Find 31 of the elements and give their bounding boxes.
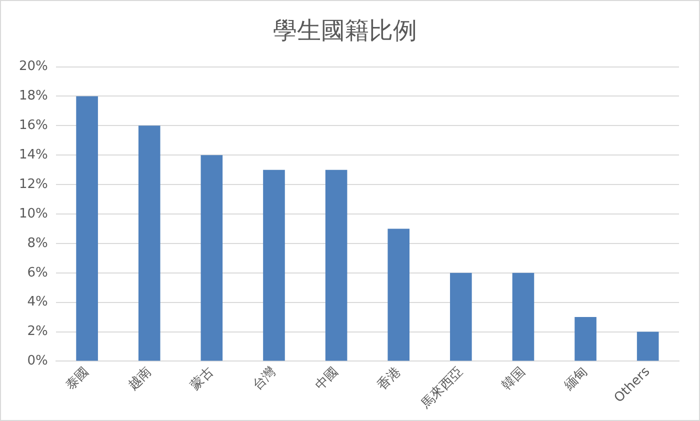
chart-title: 學生國籍比例: [273, 16, 417, 45]
bar: [325, 170, 348, 361]
x-tick-label: 中國: [312, 364, 342, 394]
y-tick-label: 10%: [18, 206, 48, 222]
bar: [200, 155, 223, 361]
x-tick-label: 蒙古: [188, 364, 217, 394]
bar: [450, 272, 472, 361]
y-tick-label: 4%: [27, 294, 48, 310]
x-tick-label: 台灣: [250, 364, 280, 394]
bar: [574, 317, 596, 361]
x-tick-label: 香港: [374, 364, 404, 394]
bar: [388, 228, 410, 361]
y-tick-label: 0%: [27, 354, 48, 369]
x-tick-label: 緬甸: [561, 364, 591, 394]
bar: [636, 332, 659, 361]
y-tick-label: 14%: [18, 147, 48, 162]
y-tick-label: 8%: [27, 236, 48, 251]
bar: [76, 96, 98, 361]
y-tick-label: 2%: [27, 324, 48, 340]
bar: [512, 272, 534, 361]
x-tick-label: 泰國: [63, 364, 92, 394]
x-tick-label: 韓国: [499, 364, 528, 394]
y-tick-label: 12%: [18, 176, 48, 192]
y-tick-label: 20%: [18, 59, 48, 74]
bar: [138, 126, 160, 361]
y-tick-label: 16%: [18, 118, 48, 134]
y-tick-label: 18%: [18, 88, 48, 104]
x-tick-label: 馬來西亞: [418, 364, 466, 412]
x-tick-label: 越南: [126, 364, 155, 394]
y-tick-label: 6%: [27, 265, 48, 280]
bar: [263, 170, 285, 361]
